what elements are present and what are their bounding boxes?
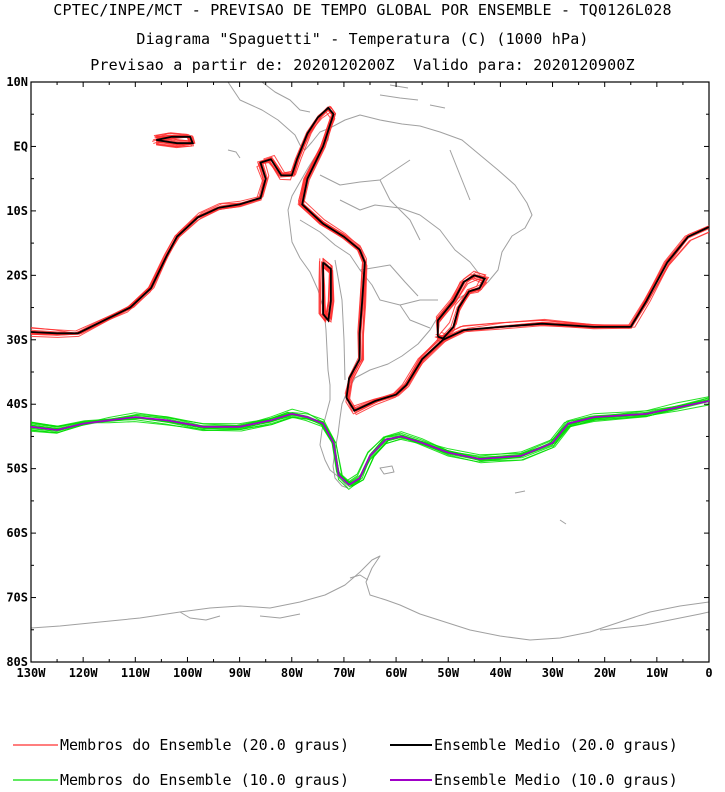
lat-label: 10S	[6, 204, 28, 218]
ensemble-member-line	[31, 398, 709, 485]
ensemble-member-line	[31, 108, 709, 410]
legend-label-mean-20: Ensemble Medio (20.0 graus)	[434, 736, 678, 754]
contour-layer	[31, 105, 709, 491]
ensemble-member-line	[31, 106, 709, 412]
lon-label: 70W	[333, 666, 355, 680]
ensemble-member-line	[31, 106, 709, 411]
latitude-labels: 10N EQ 10S 20S 30S 40S 50S 60S 70S 80S	[6, 75, 28, 669]
title-line-1: CPTEC/INPE/MCT - PREVISAO DE TEMPO GLOBA…	[53, 1, 672, 19]
ensemble-member-line	[435, 274, 482, 340]
ensemble-mean-line	[156, 135, 195, 145]
title-line-2: Diagrama "Spaguetti" - Temperatura (C) (…	[136, 30, 589, 48]
ensemble-mean-line	[31, 400, 709, 486]
lat-label: 10N	[6, 75, 28, 89]
lat-label: 40S	[6, 397, 28, 411]
lon-label: 120W	[69, 666, 99, 680]
lon-label: 100W	[173, 666, 203, 680]
lat-label: 80S	[6, 655, 28, 669]
axis-ticks	[30, 81, 710, 663]
lat-label: 60S	[6, 526, 28, 540]
ensemble-member-line	[154, 134, 193, 149]
ensemble-member-line	[153, 132, 191, 148]
lat-label: 20S	[6, 268, 28, 282]
ensemble-member-line	[31, 400, 709, 488]
lat-label: 70S	[6, 591, 28, 605]
ensemble-member-line	[31, 105, 709, 412]
ensemble-member-line	[31, 109, 709, 411]
lon-label: 80W	[281, 666, 303, 680]
longitude-labels: 130W 120W 110W 100W 90W 80W 70W 60W 50W 40W 30W 20W…	[17, 666, 713, 680]
title-line-3: Previsao a partir de: 2020120200Z Valido…	[90, 56, 635, 74]
lat-label: 50S	[6, 462, 28, 476]
ensemble-member-line	[31, 401, 708, 487]
legend-label-mean-10: Ensemble Medio (10.0 graus)	[434, 771, 678, 789]
legend-label-members-20: Membros do Ensemble (20.0 graus)	[60, 736, 349, 754]
lon-label: 10W	[646, 666, 668, 680]
lat-label: EQ	[14, 139, 28, 153]
legend: Membros do Ensemble (20.0 graus) Ensembl…	[13, 736, 678, 789]
ensemble-member-line	[31, 107, 709, 412]
ensemble-mean-line	[436, 274, 487, 340]
lon-label: 60W	[385, 666, 407, 680]
ensemble-member-line	[31, 110, 708, 408]
lon-label: 90W	[229, 666, 251, 680]
ensemble-member-line	[319, 258, 331, 324]
legend-label-members-10: Membros do Ensemble (10.0 graus)	[60, 771, 349, 789]
ensemble-mean-line	[322, 261, 332, 323]
lon-label: 0	[705, 666, 712, 680]
ensemble-member-line	[31, 397, 709, 484]
ensemble-member-line	[31, 397, 709, 482]
lat-label: 30S	[6, 333, 28, 347]
lon-label: 110W	[121, 666, 151, 680]
lon-label: 130W	[17, 666, 47, 680]
ensemble-member-line	[31, 399, 709, 488]
ensemble-member-line	[322, 258, 334, 323]
ensemble-member-line	[31, 106, 707, 412]
ensemble-member-line	[31, 107, 709, 412]
ensemble-member-line	[31, 109, 708, 410]
lon-label: 30W	[542, 666, 564, 680]
ensemble-member-line	[31, 396, 709, 491]
ensemble-member-line	[31, 401, 709, 483]
ensemble-member-line	[31, 105, 709, 413]
lon-label: 40W	[490, 666, 512, 680]
lon-label: 20W	[594, 666, 616, 680]
map-frame	[30, 81, 710, 663]
ensemble-member-line	[31, 399, 709, 484]
coastline-layer	[31, 82, 709, 641]
ensemble-mean-line	[31, 106, 709, 412]
ensemble-member-line	[31, 107, 709, 415]
lon-label: 50W	[437, 666, 459, 680]
ensemble-member-line	[31, 107, 708, 412]
